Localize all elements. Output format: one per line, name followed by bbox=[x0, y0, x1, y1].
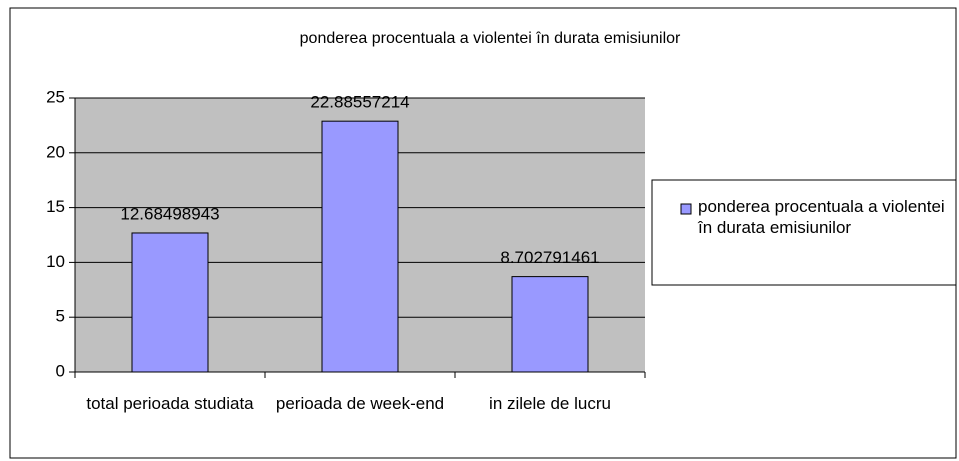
bar bbox=[131, 232, 209, 373]
y-tick-label: 5 bbox=[56, 307, 65, 326]
y-tick-label: 0 bbox=[56, 361, 65, 380]
data-label: 8.702791461 bbox=[500, 248, 599, 267]
data-label: 12.68498943 bbox=[120, 204, 219, 223]
x-tick-label: in zilele de lucru bbox=[489, 394, 611, 413]
y-tick-label: 20 bbox=[46, 142, 65, 161]
bar bbox=[321, 120, 399, 373]
x-tick-label: total perioada studiata bbox=[86, 394, 254, 413]
chart-title: ponderea procentuala a violentei în dura… bbox=[300, 30, 681, 47]
bar bbox=[511, 276, 589, 373]
y-tick-label: 15 bbox=[46, 197, 65, 216]
data-label: 22.88557214 bbox=[310, 93, 409, 112]
legend-label: ponderea procentuala a violentei în dura… bbox=[698, 197, 945, 237]
y-tick-label: 10 bbox=[46, 252, 65, 271]
legend-box bbox=[651, 179, 957, 286]
legend-swatch bbox=[680, 203, 692, 215]
y-tick-label: 25 bbox=[46, 87, 65, 106]
x-tick-label: perioada de week-end bbox=[275, 394, 445, 413]
